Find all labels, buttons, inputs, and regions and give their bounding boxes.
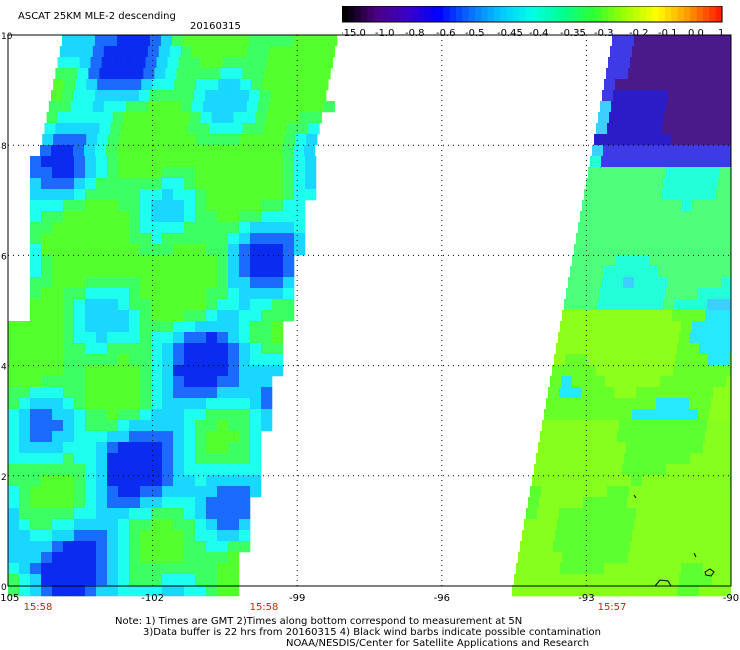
colorbar-label: -0.5 bbox=[465, 28, 485, 39]
colorbar-swatch bbox=[449, 6, 457, 22]
x-tick-label: -99 bbox=[289, 593, 305, 604]
colorbar-swatch bbox=[380, 6, 387, 22]
map-title: ASCAT 25KM MLE-2 descending bbox=[18, 11, 176, 22]
colorbar-swatch bbox=[589, 6, 596, 22]
colorbar-swatch bbox=[506, 6, 514, 22]
swath-time-label: 15:57 bbox=[598, 602, 627, 613]
colorbar-label: -15.0 bbox=[342, 28, 366, 39]
colorbar-swatch bbox=[620, 6, 628, 22]
colorbar-swatch bbox=[532, 6, 539, 22]
y-tick-label: 10 bbox=[1, 32, 13, 42]
colorbar-swatch bbox=[703, 6, 710, 22]
colorbar-swatch bbox=[348, 6, 356, 22]
colorbar-swatch bbox=[614, 6, 622, 22]
colorbar-label: 0.0 bbox=[688, 28, 704, 39]
colorbar-swatch bbox=[513, 6, 520, 22]
y-tick-label: 2 bbox=[1, 473, 7, 483]
colorbar-swatch bbox=[715, 6, 723, 22]
colorbar-label: -0.6 bbox=[436, 28, 456, 39]
colorbar-label: -0.8 bbox=[405, 28, 425, 39]
colorbar-swatch bbox=[456, 6, 463, 22]
x-tick-label: -93 bbox=[578, 593, 594, 604]
colorbar: -15.0 -1.0 -0.8 -0.6 -0.5 -0.45 -0.4 -0.35 -0.3 -… bbox=[342, 6, 726, 39]
lat-lon-grid bbox=[8, 35, 731, 586]
colorbar-swatch bbox=[342, 6, 349, 22]
colorbar-swatch bbox=[405, 6, 413, 22]
colorbar-label: 1.0 bbox=[718, 28, 726, 39]
colorbar-swatch bbox=[557, 6, 565, 22]
colorbar-label: -0.3 bbox=[594, 28, 614, 39]
colorbar-swatch bbox=[570, 6, 577, 22]
colorbar-swatch bbox=[544, 6, 552, 22]
colorbar-swatch bbox=[696, 6, 704, 22]
y-tick-label: 6 bbox=[1, 252, 7, 262]
colorbar-swatch bbox=[601, 6, 609, 22]
coastline-marks bbox=[633, 494, 715, 587]
colorbar-swatch bbox=[367, 6, 375, 22]
colorbar-swatch bbox=[354, 6, 362, 22]
colorbar-swatch bbox=[487, 6, 495, 22]
colorbar-swatch bbox=[627, 6, 634, 22]
colorbar-swatch bbox=[392, 6, 400, 22]
colorbar-swatch bbox=[658, 6, 666, 22]
colorbar-swatch bbox=[443, 6, 451, 22]
colorbar-swatch bbox=[608, 6, 615, 22]
wind-swaths bbox=[8, 35, 731, 597]
colorbar-swatch bbox=[671, 6, 679, 22]
colorbar-swatch bbox=[652, 6, 660, 22]
colorbar-swatch bbox=[386, 6, 394, 22]
colorbar-swatch bbox=[576, 6, 584, 22]
colorbar-label: -0.45 bbox=[497, 28, 523, 39]
map-date: 20160315 bbox=[190, 21, 241, 32]
x-tick-label: -90 bbox=[723, 593, 739, 604]
colorbar-swatch bbox=[582, 6, 590, 22]
colorbar-swatch bbox=[411, 6, 419, 22]
y-tick-label: 4 bbox=[1, 363, 7, 373]
map-frame bbox=[7, 34, 732, 587]
colorbar-swatch bbox=[468, 6, 476, 22]
colorbar-swatch bbox=[475, 6, 482, 22]
colorbar-swatch bbox=[684, 6, 691, 22]
colorbar-swatch bbox=[500, 6, 508, 22]
y-tick-label: 0 bbox=[1, 583, 7, 593]
colorbar-swatch bbox=[373, 6, 381, 22]
x-tick-label: -105 bbox=[0, 593, 19, 604]
colorbar-swatch bbox=[677, 6, 685, 22]
colorbar-swatch bbox=[525, 6, 533, 22]
colorbar-swatch bbox=[646, 6, 653, 22]
x-tick-label: -102 bbox=[141, 593, 164, 604]
colorbar-label: -0.35 bbox=[560, 28, 586, 39]
colorbar-swatch bbox=[633, 6, 641, 22]
colorbar-swatch bbox=[595, 6, 603, 22]
colorbar-swatch bbox=[639, 6, 647, 22]
colorbar-swatch bbox=[424, 6, 432, 22]
colorbar-swatch bbox=[563, 6, 571, 22]
colorbar-swatch bbox=[538, 6, 546, 22]
colorbar-swatch bbox=[437, 6, 444, 22]
note-line-2: 3)Data buffer is 22 hrs from 20160315 4)… bbox=[143, 627, 601, 638]
note-line-1: Note: 1) Times are GMT 2)Times along bot… bbox=[115, 616, 523, 627]
colorbar-swatch bbox=[462, 6, 470, 22]
x-tick-label: -96 bbox=[434, 593, 450, 604]
colorbar-swatch bbox=[361, 6, 368, 22]
y-tick-label: 8 bbox=[1, 142, 7, 152]
colorbar-label: -0.2 bbox=[629, 28, 649, 39]
colorbar-swatch bbox=[481, 6, 489, 22]
colorbar-swatch bbox=[494, 6, 501, 22]
colorbar-label: -0.1 bbox=[658, 28, 678, 39]
colorbar-swatch bbox=[551, 6, 558, 22]
swath-time-label: 15:58 bbox=[24, 602, 53, 613]
colorbar-label: -1.0 bbox=[375, 28, 395, 39]
colorbar-swatch bbox=[709, 6, 717, 22]
note-line-3: NOAA/NESDIS/Center for Satellite Applica… bbox=[286, 638, 590, 649]
colorbar-swatch bbox=[665, 6, 672, 22]
colorbar-swatch bbox=[690, 6, 698, 22]
colorbar-swatch bbox=[519, 6, 527, 22]
colorbar-swatch bbox=[430, 6, 438, 22]
colorbar-label: -0.4 bbox=[529, 28, 549, 39]
colorbar-swatch bbox=[418, 6, 425, 22]
swath-time-label: 15:58 bbox=[250, 602, 279, 613]
colorbar-swatch bbox=[399, 6, 406, 22]
